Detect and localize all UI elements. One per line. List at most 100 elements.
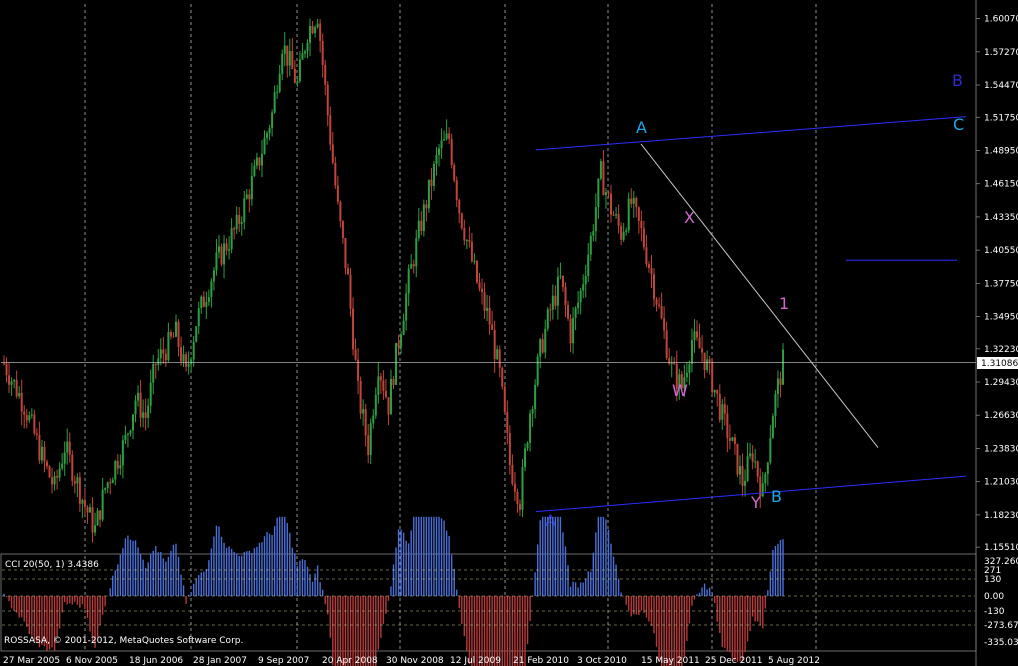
candle-body bbox=[660, 305, 663, 319]
price-tick-label: 1.60070 bbox=[984, 15, 1018, 25]
price-tick-label: 1.15510 bbox=[984, 543, 1018, 553]
candle-body bbox=[86, 506, 89, 513]
candle-body bbox=[233, 228, 236, 230]
candle-body bbox=[564, 287, 567, 305]
price-tick-label: 1.26630 bbox=[984, 411, 1018, 421]
candle-body bbox=[217, 246, 220, 253]
candle-body bbox=[620, 225, 623, 240]
candle-body bbox=[314, 27, 317, 34]
candle-body bbox=[336, 185, 339, 202]
candle-body bbox=[584, 276, 587, 285]
candle-body bbox=[766, 462, 769, 475]
candle-body bbox=[162, 349, 165, 354]
price-tick-label: 1.23830 bbox=[984, 444, 1018, 454]
candle-body bbox=[364, 409, 367, 436]
candle-body bbox=[344, 238, 347, 269]
candle-body bbox=[5, 363, 8, 376]
cci-histogram bbox=[3, 516, 784, 666]
candle-body bbox=[260, 153, 263, 166]
candle-body bbox=[524, 448, 527, 468]
price-tick-label: 1.43350 bbox=[984, 213, 1018, 223]
candle-body bbox=[481, 288, 484, 293]
candle-body bbox=[91, 507, 94, 533]
candle-body bbox=[741, 466, 744, 486]
candle-body bbox=[266, 133, 269, 139]
candle-body bbox=[642, 228, 645, 248]
candle-body bbox=[225, 243, 228, 251]
candle-body bbox=[346, 268, 349, 275]
candle-body bbox=[228, 249, 231, 251]
candle-body bbox=[756, 461, 759, 477]
candle-body bbox=[389, 378, 392, 415]
candle-body bbox=[688, 364, 691, 373]
candle-body bbox=[94, 525, 97, 533]
candle-body bbox=[703, 352, 706, 371]
price-tick-label: 1.29430 bbox=[984, 378, 1018, 388]
copyright-text: ROSSASA, © 2001-2012, MetaQuotes Softwar… bbox=[4, 636, 243, 646]
price-tick-label: 1.48950 bbox=[984, 146, 1018, 156]
candle-body bbox=[438, 148, 441, 155]
candle-body bbox=[293, 68, 296, 83]
candle-body bbox=[255, 157, 258, 166]
candle-body bbox=[645, 247, 648, 265]
time-axis: 27 Mar 2005 6 Nov 2005 18 Jun 2006 28 Jan 2… bbox=[3, 656, 820, 666]
candle-body bbox=[665, 330, 668, 358]
candle-body bbox=[126, 433, 129, 435]
candle-body bbox=[546, 309, 549, 329]
price-axis: 1.60070 1.57270 1.54470 1.51750 1.48950 1.461… bbox=[975, 0, 1018, 666]
candle-body bbox=[521, 467, 524, 510]
candle-body bbox=[693, 331, 696, 341]
candle-body bbox=[422, 204, 425, 232]
candle-body bbox=[369, 423, 372, 456]
candle-body bbox=[167, 332, 170, 361]
candle-body bbox=[503, 386, 506, 412]
candle-body bbox=[20, 392, 23, 412]
candle-body bbox=[76, 477, 79, 484]
candle-body bbox=[395, 342, 398, 385]
candle-body bbox=[617, 214, 620, 226]
candle-body bbox=[25, 414, 28, 421]
candle-body bbox=[311, 25, 314, 34]
price-tick-label: 1.18230 bbox=[984, 511, 1018, 521]
candle-body bbox=[331, 144, 334, 163]
candle-body bbox=[551, 295, 554, 310]
candle-body bbox=[769, 438, 772, 463]
candle-body bbox=[48, 466, 51, 478]
trend-lines[interactable] bbox=[535, 116, 967, 513]
time-tick-label: 20 Apr 2008 bbox=[322, 656, 378, 666]
candle-body bbox=[761, 483, 764, 497]
candle-body bbox=[303, 51, 306, 54]
wave-label-b: B bbox=[771, 487, 782, 506]
candle-body bbox=[263, 138, 266, 154]
candle-body bbox=[577, 302, 580, 308]
candle-body bbox=[587, 254, 590, 277]
price-tick-label: 1.21030 bbox=[984, 478, 1018, 488]
time-tick-label: 30 Nov 2008 bbox=[386, 656, 444, 666]
candle-body bbox=[78, 477, 81, 504]
candle-body bbox=[96, 510, 99, 526]
candle-body bbox=[746, 456, 749, 481]
candle-body bbox=[324, 64, 327, 85]
candle-body bbox=[147, 405, 150, 418]
candle-body bbox=[200, 296, 203, 309]
candle-body bbox=[468, 240, 471, 242]
current-price-text: 1.31086 bbox=[981, 359, 1018, 369]
candle-body bbox=[276, 91, 279, 93]
candle-body bbox=[567, 304, 570, 319]
candle-body bbox=[739, 466, 742, 475]
candle-body bbox=[698, 337, 701, 349]
price-tick-label: 1.51750 bbox=[984, 113, 1018, 123]
candle-body bbox=[541, 339, 544, 353]
price-tick-label: 1.37750 bbox=[984, 279, 1018, 289]
candle-body bbox=[286, 45, 289, 66]
candle-body bbox=[612, 214, 615, 216]
candle-body bbox=[607, 192, 610, 194]
candle-body bbox=[430, 179, 433, 186]
candle-body bbox=[506, 411, 509, 433]
candle-body bbox=[45, 461, 48, 467]
candle-body bbox=[377, 376, 380, 395]
candle-body bbox=[655, 299, 658, 305]
candle-body bbox=[207, 297, 210, 302]
